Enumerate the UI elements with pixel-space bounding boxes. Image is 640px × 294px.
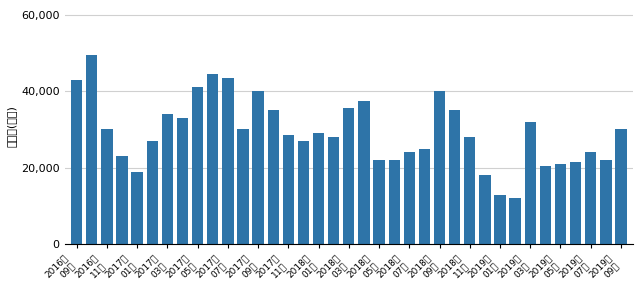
Bar [509, 198, 521, 244]
Bar [419, 148, 430, 244]
Bar [600, 160, 611, 244]
Bar [404, 153, 415, 244]
Bar [147, 141, 158, 244]
Bar [252, 91, 264, 244]
Bar [464, 137, 476, 244]
Bar [479, 176, 491, 244]
Bar [358, 101, 370, 244]
Bar [449, 110, 460, 244]
Bar [388, 160, 400, 244]
Bar [525, 122, 536, 244]
Bar [237, 129, 249, 244]
Bar [373, 160, 385, 244]
Bar [555, 164, 566, 244]
Bar [131, 172, 143, 244]
Bar [192, 87, 204, 244]
Bar [298, 141, 309, 244]
Bar [615, 129, 627, 244]
Bar [494, 195, 506, 244]
Bar [222, 78, 234, 244]
Bar [177, 118, 188, 244]
Bar [116, 156, 128, 244]
Bar [570, 162, 581, 244]
Bar [283, 135, 294, 244]
Bar [162, 114, 173, 244]
Bar [207, 74, 218, 244]
Bar [101, 129, 113, 244]
Bar [540, 166, 551, 244]
Bar [328, 137, 339, 244]
Bar [86, 55, 97, 244]
Y-axis label: 거래량(건수): 거래량(건수) [7, 105, 17, 147]
Bar [434, 91, 445, 244]
Bar [71, 80, 83, 244]
Bar [313, 133, 324, 244]
Bar [268, 110, 279, 244]
Bar [343, 108, 355, 244]
Bar [585, 153, 596, 244]
